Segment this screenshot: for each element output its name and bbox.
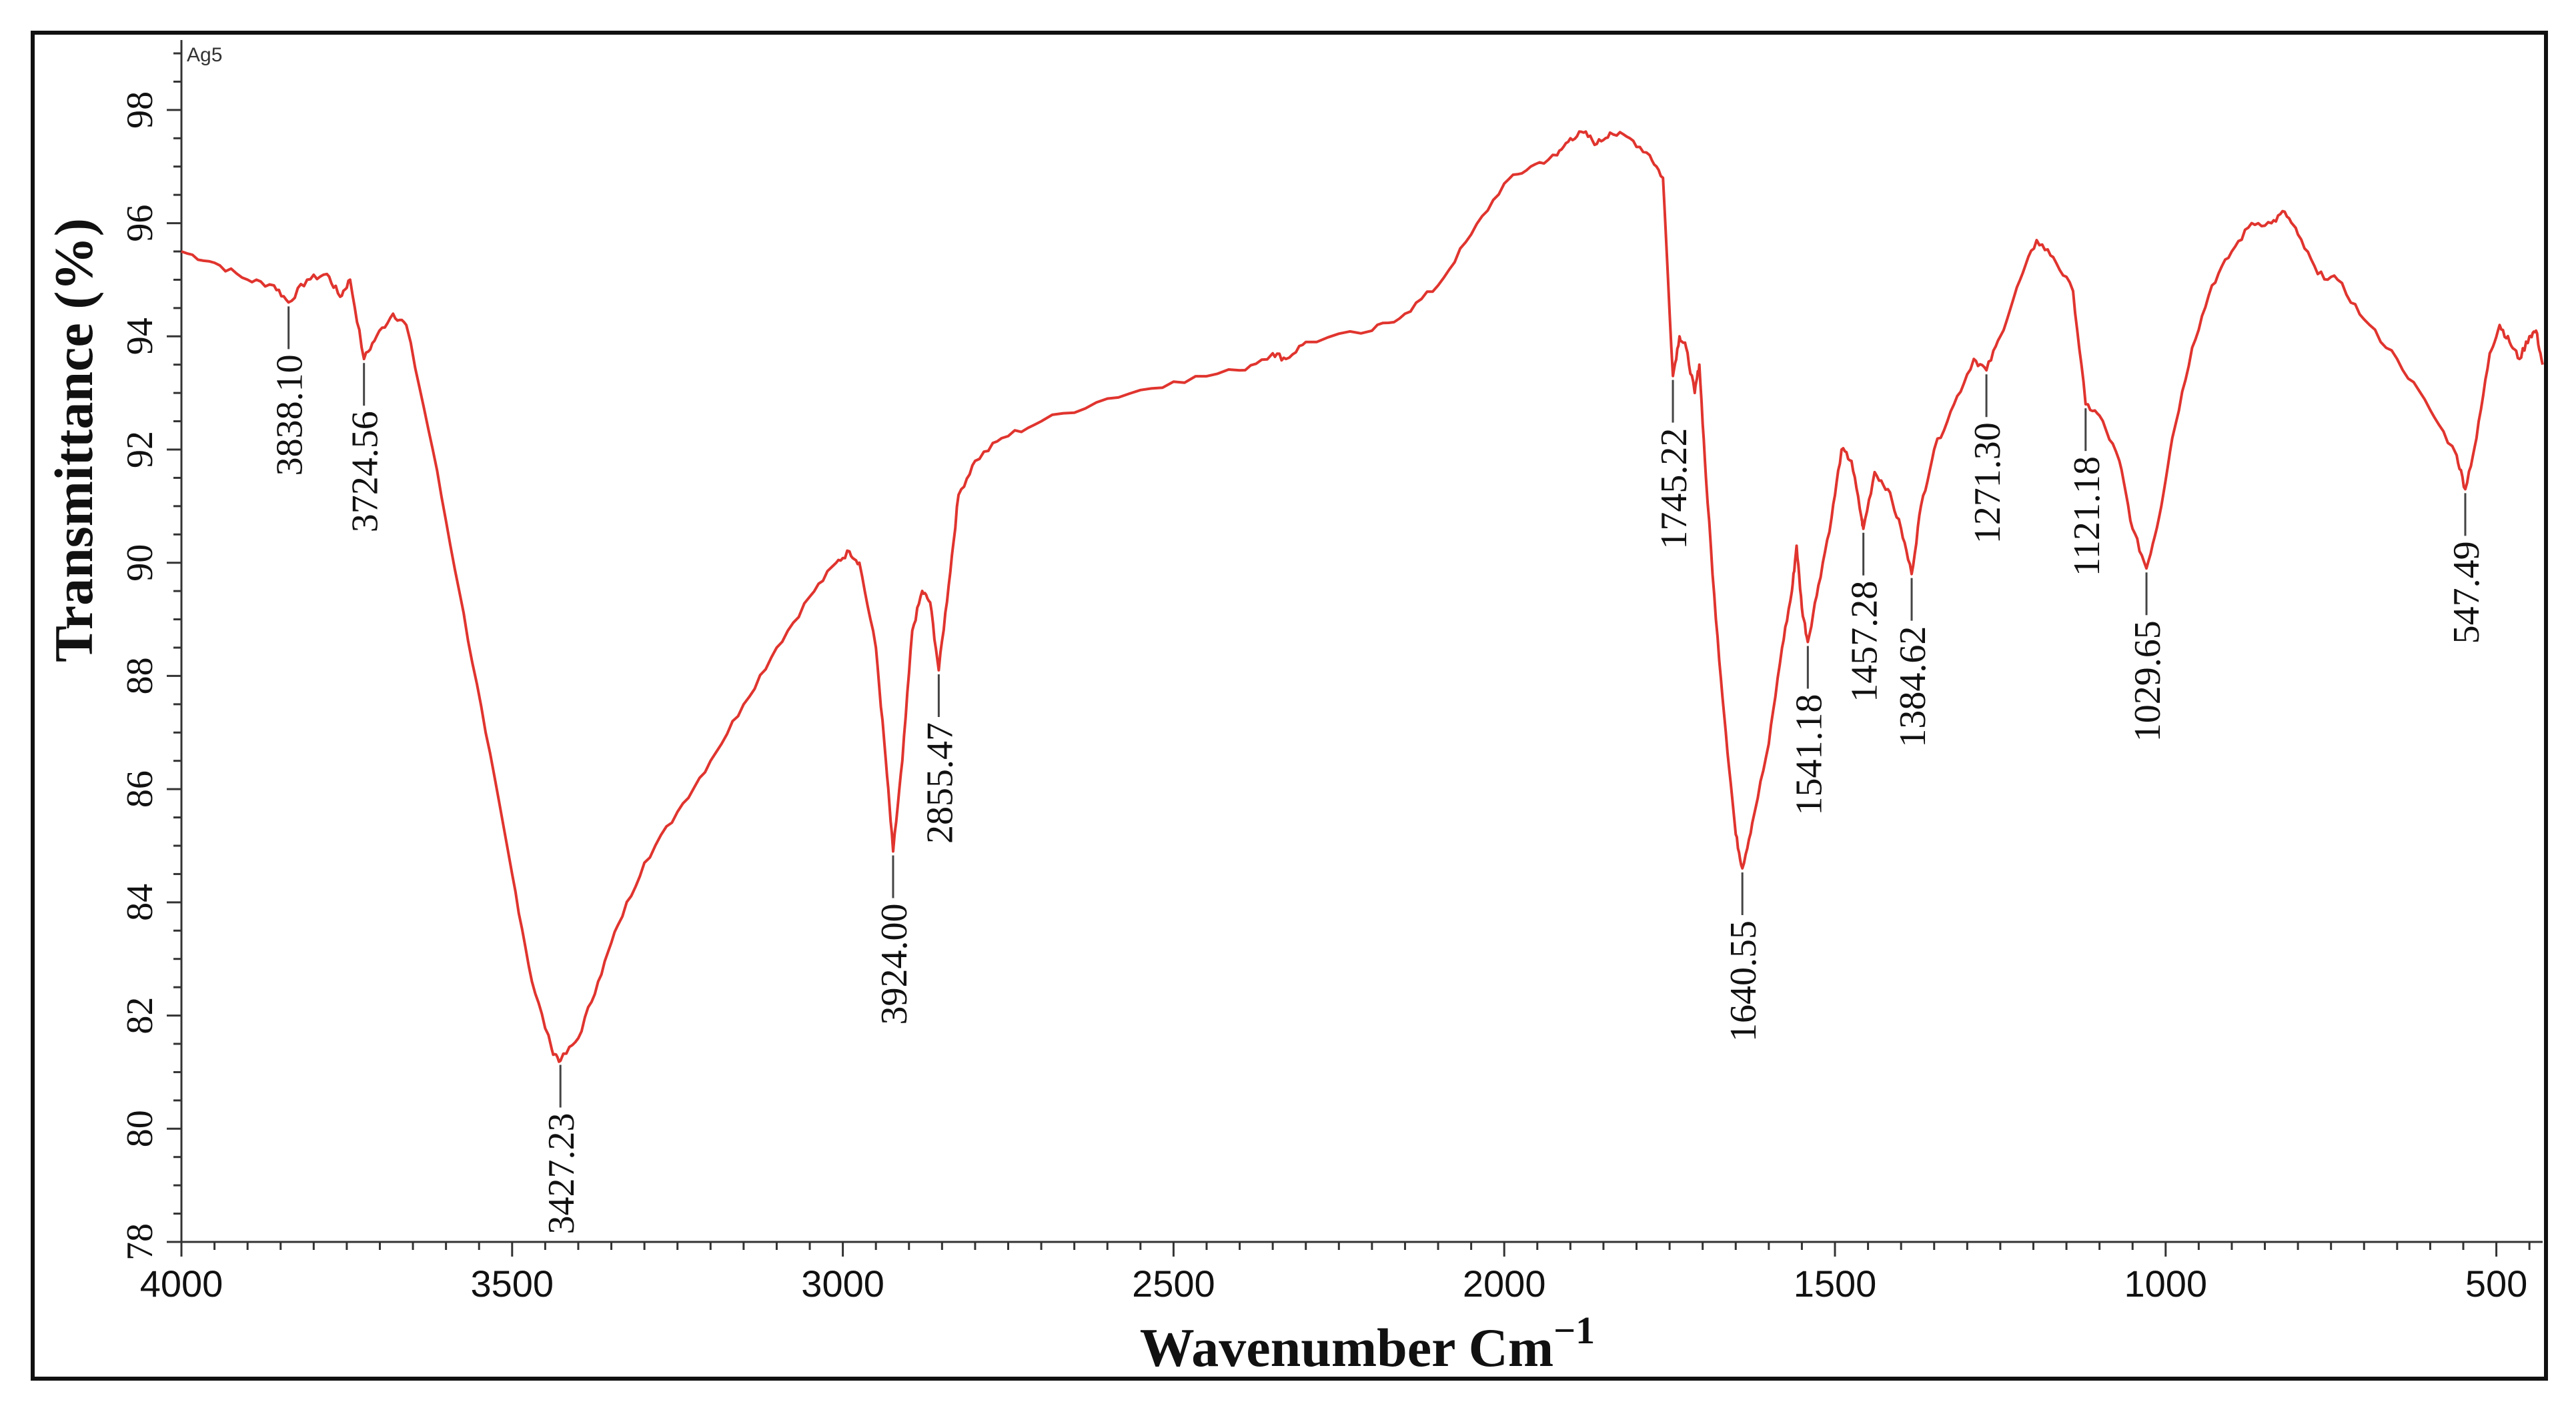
y-tick-label: 80 [119,1110,161,1147]
peak-label: 1271.30 [1967,422,2008,544]
x-tick-label: 1000 [2124,1263,2208,1305]
x-tick-label: 3500 [471,1263,554,1305]
x-tick-label: 4000 [140,1263,223,1305]
x-axis-label-superscript: −1 [1553,1309,1595,1352]
x-axis-label: Wavenumber Cm−1 [1140,1309,1595,1378]
y-tick-label: 90 [119,544,161,582]
peak-label: 1640.55 [1723,920,1764,1042]
peak-label: 3724.56 [345,411,386,532]
y-tick-label: 96 [119,205,161,242]
peak-label: 1121.18 [2066,456,2108,576]
x-tick-label: 1500 [1794,1263,1877,1305]
peak-label: 1745.22 [1654,428,1695,550]
y-tick-label: 78 [119,1223,161,1261]
y-tick-label: 98 [119,91,161,129]
y-tick-label: 84 [119,884,161,921]
spectrum-line [181,130,2544,1063]
y-axis-label: Transmittance (%) [43,218,104,662]
x-tick-label: 2500 [1132,1263,1215,1305]
y-tick-label: 86 [119,770,161,808]
x-tick-label: 500 [2465,1263,2527,1305]
peak-label: 1384.62 [1892,626,1934,748]
peak-label: 1457.28 [1844,581,1886,702]
sample-label: Ag5 [187,44,222,66]
peak-label: 3838.10 [269,354,311,476]
figure-frame [31,31,2548,1381]
peak-annotations: 3838.10 3724.56 3427.23 3924.00 2855.47 1745.… [269,306,2487,1234]
axes [180,40,2543,1243]
y-tick-label: 92 [119,431,161,468]
y-tick-label: 94 [119,317,161,355]
peak-label: 547.49 [2446,541,2487,644]
x-tick-label: 2000 [1463,1263,1546,1305]
tick-group: 4000 3500 3000 2500 2000 1500 1000 500 78 80 82 84 8… [119,52,2531,1305]
peak-label: 1541.18 [1788,694,1830,816]
x-axis-label-text: Wavenumber Cm [1140,1317,1553,1378]
y-tick-label: 88 [119,657,161,694]
y-tick-label: 82 [119,997,161,1034]
peak-label: 3427.23 [541,1113,582,1234]
peak-label: 2855.47 [919,722,960,844]
peak-label: 3924.00 [874,903,915,1024]
peak-label: 1029.65 [2127,620,2168,742]
x-tick-label: 3000 [801,1263,884,1305]
